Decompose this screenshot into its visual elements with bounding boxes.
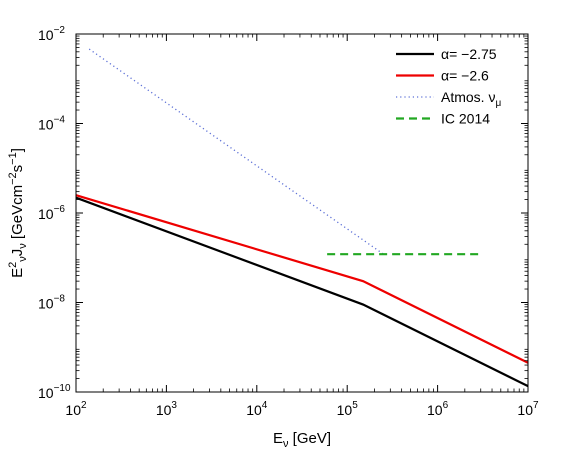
ticks-layer: 102 103 104 105 106 107 10−10 10−8 10−6 10−4 10−2: [38, 25, 539, 418]
axis-labels: Eν [GeV] E2νJν [GeVcm−2s−1]: [7, 148, 331, 450]
x-tick-label: 104: [246, 400, 268, 418]
y-tick-label: 10−8: [38, 294, 65, 312]
x-tick-label: 103: [156, 400, 178, 418]
legend-label-1: α= −2.75: [441, 46, 497, 62]
y-axis-label: E2νJν [GeVcm−2s−1]: [7, 148, 29, 278]
legend-label-2: α= −2.6: [441, 68, 489, 84]
series-line-2: [75, 194, 529, 364]
x-tick-label: 105: [337, 400, 359, 418]
legend-label-4: IC 2014: [441, 111, 490, 127]
series-line-1: [75, 196, 529, 388]
series-layer: [75, 48, 529, 388]
x-tick-label: 106: [427, 400, 449, 418]
y-tick-label: 10−10: [38, 383, 71, 401]
x-tick-label: 107: [517, 400, 539, 418]
y-tick-label: 10−6: [38, 204, 65, 222]
y-tick-label: 10−4: [38, 115, 65, 133]
series-line-3: [88, 48, 386, 256]
x-tick-label: 102: [65, 400, 87, 418]
x-axis-label: Eν [GeV]: [273, 430, 331, 450]
legend: α= −2.75 α= −2.6 Atmos. νμ IC 2014: [396, 46, 501, 127]
y-tick-label: 10−2: [38, 25, 65, 43]
legend-label-3: Atmos. νμ: [441, 89, 501, 109]
plot-area-frame: [75, 33, 529, 393]
